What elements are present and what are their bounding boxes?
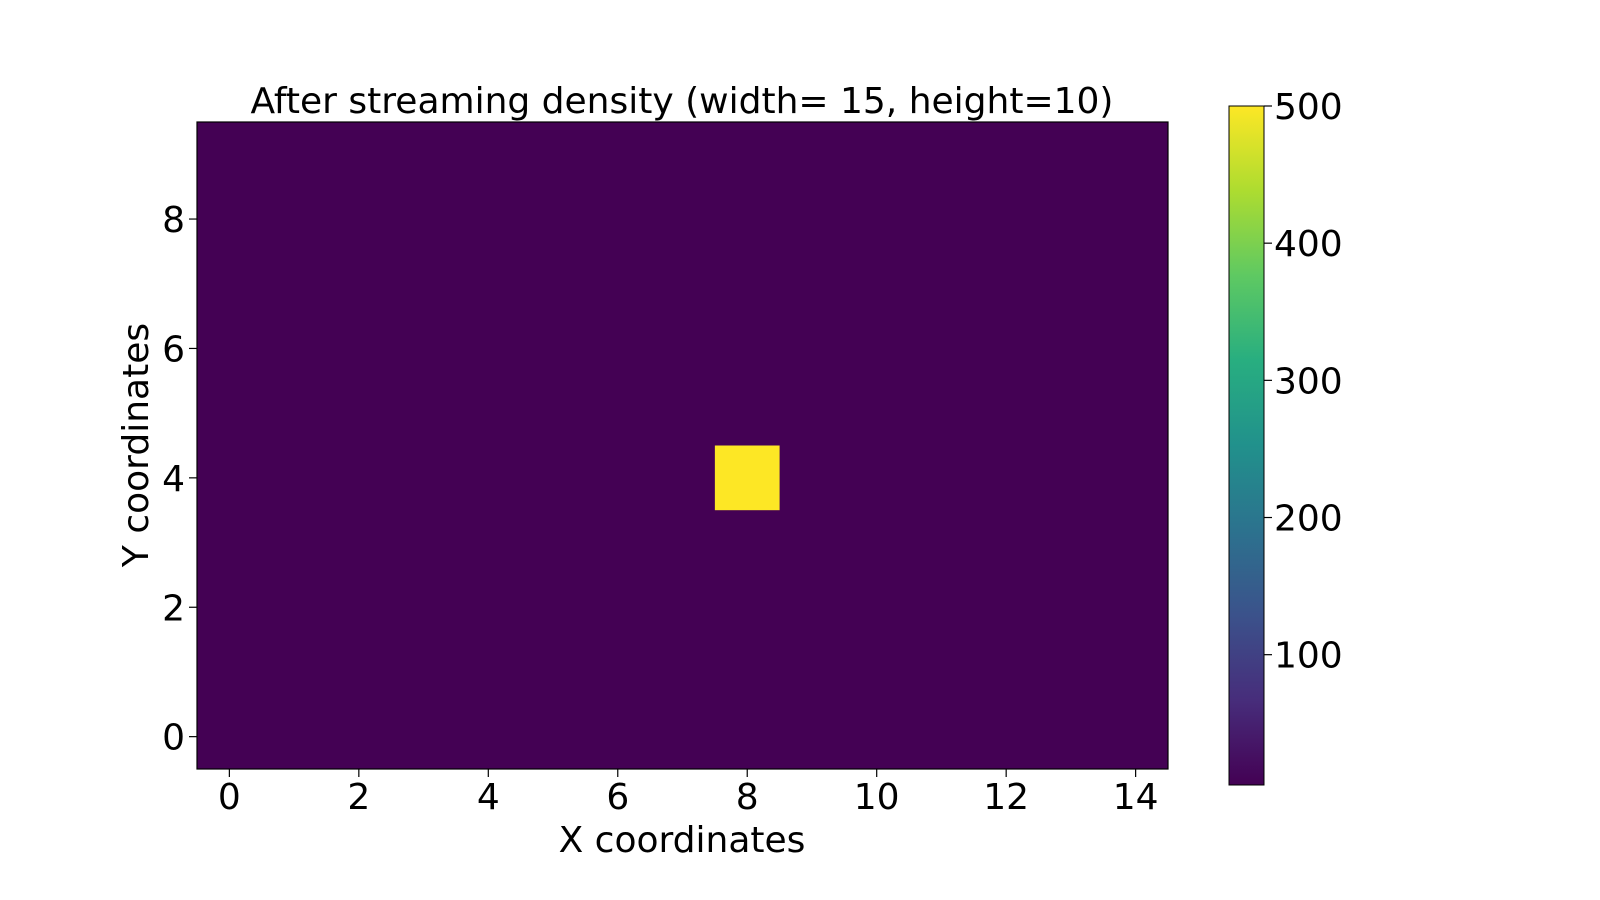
- colorbar-axis: 100 200 300 400 500: [1264, 87, 1343, 677]
- y-tick-label: 8: [162, 200, 185, 241]
- y-tick-label: 6: [162, 329, 185, 370]
- x-tick-label: 12: [983, 777, 1029, 818]
- x-axis: 0 2 4 6 8 10 12 14: [218, 769, 1159, 818]
- colorbar-tick-label: 400: [1274, 224, 1343, 265]
- y-tick-label: 4: [162, 459, 185, 500]
- colorbar: [1228, 105, 1265, 786]
- colorbar-tick-label: 100: [1274, 636, 1343, 677]
- x-axis-label: X coordinates: [559, 820, 806, 861]
- x-tick-label: 10: [854, 777, 900, 818]
- x-tick-label: 14: [1113, 777, 1159, 818]
- heatmap-cell: [714, 445, 780, 511]
- x-tick-label: 6: [606, 777, 629, 818]
- chart-title: After streaming density (width= 15, heig…: [251, 81, 1114, 122]
- plot-background: [197, 122, 1168, 769]
- y-tick-label: 0: [162, 718, 185, 759]
- y-axis: 0 2 4 6 8: [162, 200, 197, 759]
- x-tick-label: 0: [218, 777, 241, 818]
- colorbar-tick-label: 200: [1274, 499, 1343, 540]
- colorbar-tick-label: 500: [1274, 87, 1343, 128]
- y-tick-label: 2: [162, 588, 185, 629]
- x-tick-label: 4: [477, 777, 500, 818]
- y-axis-label: Y coordinates: [116, 323, 157, 568]
- plot-frame: [196, 121, 1169, 770]
- x-tick-label: 2: [347, 777, 370, 818]
- x-tick-label: 8: [736, 777, 759, 818]
- heatmap-cells: [714, 445, 780, 511]
- colorbar-tick-label: 300: [1274, 361, 1343, 402]
- plot-area: [197, 122, 1168, 769]
